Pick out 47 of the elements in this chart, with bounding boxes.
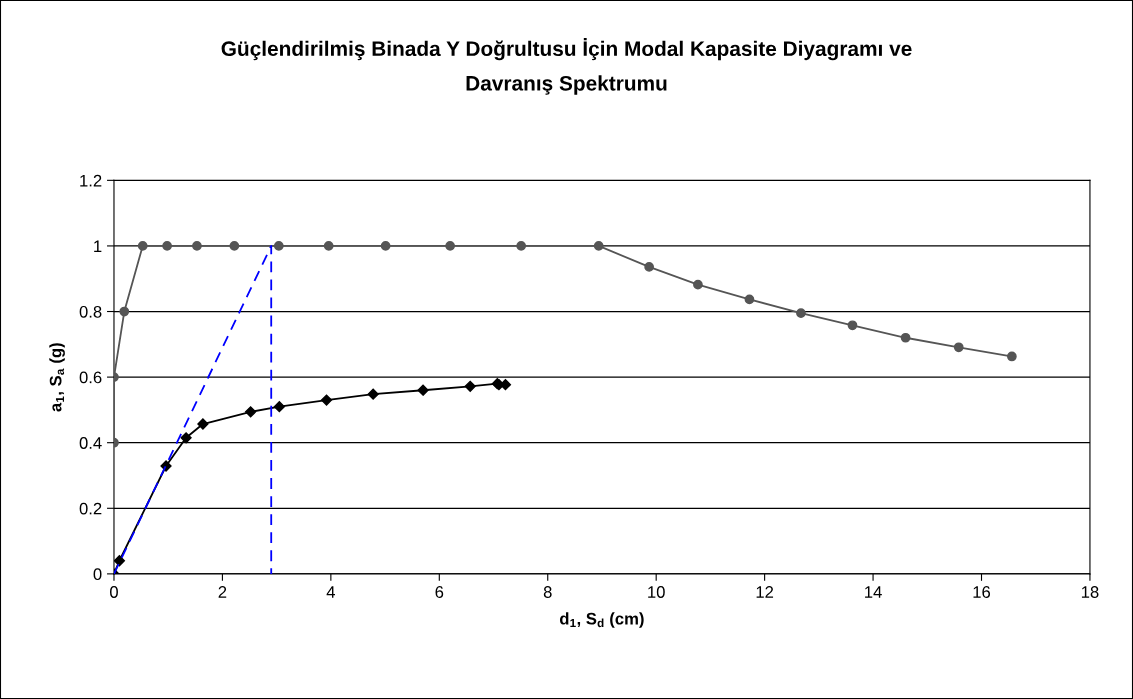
x-tick-label: 18 <box>1081 586 1099 598</box>
x-tick-label: 4 <box>326 586 336 598</box>
x-tick-label: 2 <box>218 586 227 598</box>
point <box>367 388 379 400</box>
point <box>273 241 284 251</box>
y-tick-label: 0.2 <box>79 502 102 515</box>
x-tick-label: 12 <box>756 586 774 598</box>
y-tick-label: 1.2 <box>80 174 102 187</box>
point <box>900 332 911 343</box>
point <box>273 401 285 413</box>
point <box>796 308 806 319</box>
y-axis-title: a$_{1}$, S$_{a}$ (g) <box>49 343 65 412</box>
point <box>847 320 858 331</box>
point <box>644 262 654 272</box>
y-tick-label: 0.4 <box>79 437 102 449</box>
x-tick-label: 0 <box>110 586 118 598</box>
point <box>744 294 755 305</box>
point <box>1007 351 1017 362</box>
x-tick-label: 6 <box>435 586 444 598</box>
y-tick-label: 0 <box>93 568 102 581</box>
point <box>113 555 126 567</box>
point <box>445 241 456 251</box>
x-tick-label: 8 <box>543 586 552 598</box>
x-tick-label: 10 <box>648 586 665 598</box>
point <box>229 241 240 251</box>
y-tick-label: 0.6 <box>79 371 102 384</box>
point <box>323 241 334 251</box>
point <box>693 279 703 290</box>
point <box>245 406 257 418</box>
point <box>137 241 148 251</box>
point <box>464 380 476 392</box>
point <box>162 241 172 251</box>
y-tick-label: 0.8 <box>79 305 102 318</box>
point <box>180 432 192 444</box>
point <box>119 306 130 317</box>
x-axis-title: d$_{1}$, S$_{d}$ (cm) <box>559 612 644 628</box>
point <box>953 342 964 353</box>
chart-title: Güçlendirilmiş Binada Y Doğrultusu İçin Modal Kapasite Diyagramı ve Davranış Spektrumu <box>221 38 912 95</box>
point <box>417 384 429 396</box>
point <box>192 241 202 251</box>
point <box>593 241 604 251</box>
y-tick-label: 1 <box>94 240 102 252</box>
x-tick-label: 16 <box>973 586 991 598</box>
point <box>320 394 333 406</box>
point <box>516 241 527 251</box>
point <box>380 241 391 251</box>
x-tick-label: 14 <box>865 586 882 598</box>
